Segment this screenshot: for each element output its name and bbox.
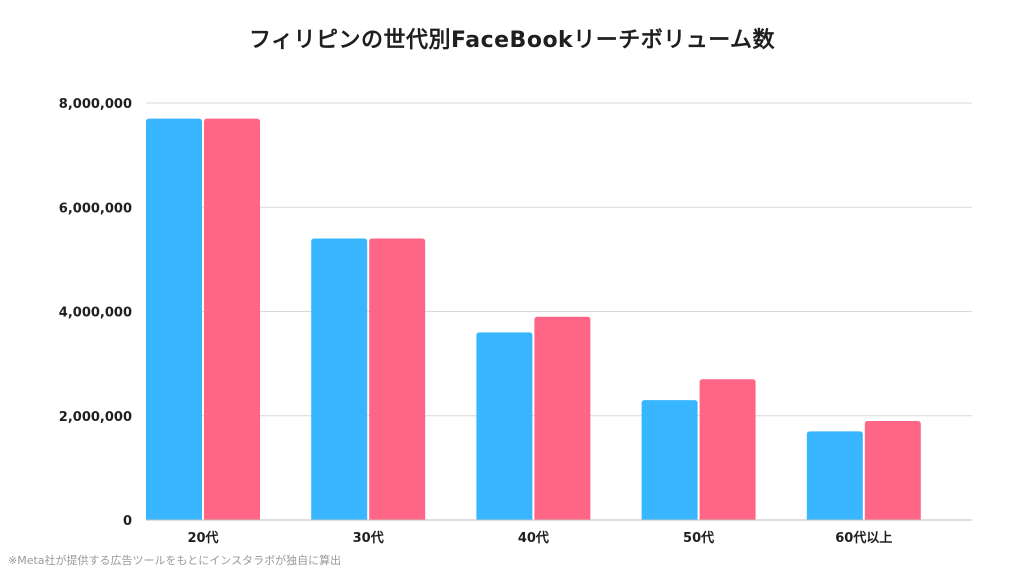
bar-series-1-30代 — [311, 238, 368, 520]
y-tick-label: 0 — [123, 514, 132, 529]
bar-series-1-20代 — [146, 118, 202, 520]
bar-series-1-40代 — [476, 332, 533, 520]
bars — [146, 118, 921, 520]
bar-series-1-50代 — [641, 400, 698, 520]
bar-series-1-60代以上 — [806, 431, 863, 520]
y-tick-label: 6,000,000 — [59, 201, 132, 216]
bar-series-2-20代 — [204, 118, 260, 520]
y-tick-label: 2,000,000 — [59, 410, 132, 425]
y-tick-label: 8,000,000 — [59, 97, 132, 112]
x-category-label: 50代 — [683, 530, 714, 546]
footnote: ※Meta社が提供する広告ツールをもとにインスタラボが独自に算出 — [8, 554, 342, 567]
bar-series-2-60代以上 — [864, 420, 921, 520]
x-category-label: 40代 — [518, 530, 549, 546]
x-category-label: 30代 — [353, 530, 384, 546]
y-tick-label: 4,000,000 — [59, 306, 132, 321]
x-category-label: 20代 — [187, 530, 218, 546]
chart-title: フィリピンの世代別FaceBookリーチボリューム数 — [248, 28, 776, 53]
bar-series-2-30代 — [369, 238, 426, 520]
bar-series-2-50代 — [699, 379, 756, 520]
gridlines — [146, 102, 972, 417]
x-category-label: 60代以上 — [835, 530, 892, 546]
x-axis-categories: 20代 30代 40代 50代 60代以上 — [187, 530, 892, 546]
bar-series-2-40代 — [534, 316, 591, 520]
y-axis-ticks: 0 2,000,000 4,000,000 6,000,000 8,000,000 — [59, 97, 132, 529]
